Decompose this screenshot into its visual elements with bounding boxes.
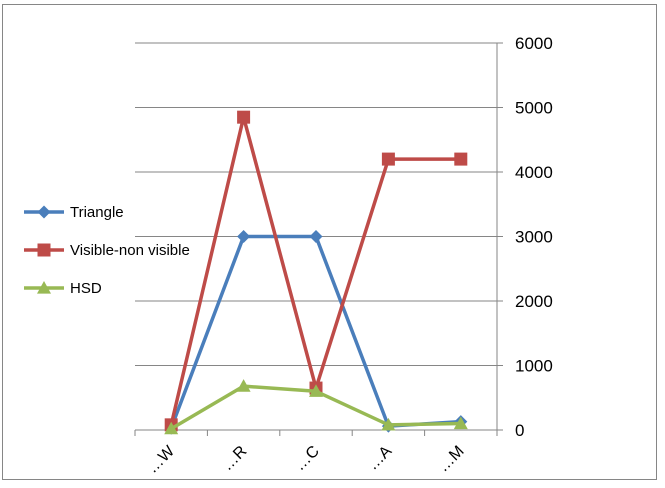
x-category-label: …W — [144, 442, 179, 477]
legend-marker — [37, 205, 51, 219]
legend-label: Visible-non visible — [70, 242, 190, 259]
y-tick-label: 3000 — [515, 228, 553, 247]
data-point — [454, 152, 468, 166]
data-point — [381, 152, 395, 166]
legend-marker — [37, 243, 51, 257]
data-point — [309, 384, 323, 397]
series-line-0 — [169, 234, 461, 429]
data-point — [381, 417, 396, 431]
data-point — [309, 230, 323, 243]
data-point — [237, 230, 251, 243]
data-point — [453, 416, 468, 430]
x-category-label: …R — [219, 443, 251, 475]
legend-marker — [37, 281, 51, 294]
data-point — [164, 421, 179, 435]
y-tick-label: 0 — [515, 421, 524, 440]
y-tick-label: 2000 — [515, 292, 553, 311]
y-tick-label: 5000 — [515, 99, 553, 118]
chart-area — [2, 4, 657, 480]
x-category-label: …C — [291, 443, 323, 475]
x-category-label: …M — [435, 443, 468, 476]
y-tick-label: 4000 — [515, 163, 553, 182]
legend-label: HSD — [70, 280, 102, 297]
data-point — [236, 379, 251, 392]
series-line-1 — [169, 115, 461, 426]
y-tick-label: 1000 — [515, 357, 553, 376]
data-point — [237, 110, 251, 124]
y-tick-label: 6000 — [515, 34, 553, 53]
legend-label: Triangle — [70, 204, 124, 221]
x-category-label: …A — [364, 443, 395, 474]
